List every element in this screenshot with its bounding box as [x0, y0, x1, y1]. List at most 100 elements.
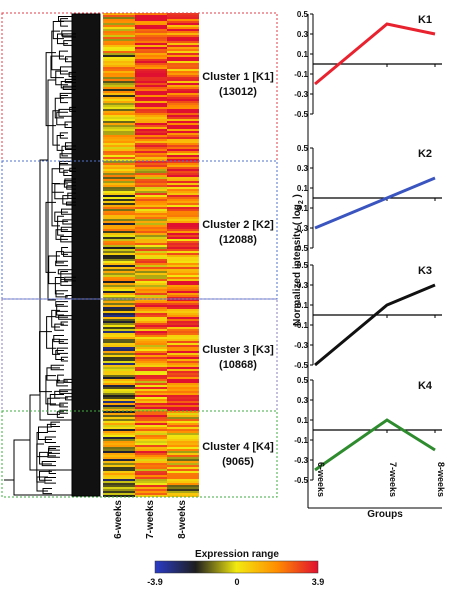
heatmap-cell: [103, 179, 135, 181]
heatmap-cell: [135, 427, 167, 429]
heatmap-cell: [167, 231, 199, 233]
heatmap-cell: [167, 343, 199, 345]
heatmap-cell: [167, 31, 199, 33]
heatmap-cell: [167, 191, 199, 193]
heatmap-cell: [167, 61, 199, 63]
heatmap-cell: [103, 79, 135, 81]
heatmap-cell: [167, 397, 199, 399]
heatmap-cell: [103, 131, 135, 133]
heatmap-cell: [135, 259, 167, 261]
heatmap-cell: [135, 187, 167, 189]
heatmap-cell: [135, 95, 167, 97]
heatmap-cell: [135, 335, 167, 337]
heatmap-cell: [167, 289, 199, 291]
heatmap-cell: [135, 423, 167, 425]
dendrogram-branch: [59, 402, 68, 408]
dendrogram-branch: [66, 201, 76, 206]
heatmap-cell: [167, 165, 199, 167]
heatmap-cell: [135, 49, 167, 51]
heatmap-cell: [135, 191, 167, 193]
heatmap-cell: [103, 149, 135, 151]
y-tick-label: -0.1: [294, 321, 308, 330]
heatmap-cell: [167, 287, 199, 289]
heatmap-cell: [135, 345, 167, 347]
heatmap-cell: [135, 111, 167, 113]
heatmap-cell: [167, 193, 199, 195]
dendrogram-branch: [59, 66, 72, 75]
dendrogram-branch: [56, 380, 68, 387]
heatmap-cell: [135, 65, 167, 67]
heatmap-cell: [103, 229, 135, 231]
heatmap-cell: [103, 199, 135, 201]
heatmap-cell: [167, 211, 199, 213]
heatmap-cell: [135, 407, 167, 409]
dendrogram-branch: [54, 390, 68, 399]
dendrogram-branch: [60, 235, 72, 243]
dendrogram-branch: [55, 70, 68, 86]
heatmap-cell: [135, 315, 167, 317]
heatmap-cell: [135, 351, 167, 353]
x-axis-label: Groups: [367, 509, 403, 520]
heatmap-cell: [135, 417, 167, 419]
heatmap-cell: [135, 171, 167, 173]
heatmap-cell: [103, 387, 135, 389]
heatmap-cell: [103, 209, 135, 211]
heatmap-cell: [167, 315, 199, 317]
dendrogram-branch: [61, 30, 72, 37]
heatmap-cell: [135, 395, 167, 397]
heatmap-cell: [167, 105, 199, 107]
dendrogram-branch: [46, 367, 60, 381]
dendrogram-branch: [62, 219, 72, 225]
heatmap-cell: [135, 285, 167, 287]
heatmap-cell: [167, 409, 199, 411]
heatmap-cell: [135, 29, 167, 31]
heatmap-cell: [167, 281, 199, 283]
heatmap-cell: [135, 415, 167, 417]
series-line-K4: [314, 418, 436, 472]
heatmap-col-label-7-weeks: 7-weeks: [145, 500, 156, 539]
heatmap-cell: [103, 175, 135, 177]
heatmap-cell: [103, 425, 135, 427]
heatmap-cell: [135, 339, 167, 341]
heatmap-cell: [135, 297, 167, 299]
heatmap-cell: [103, 43, 135, 45]
heatmap-cell: [103, 407, 135, 409]
heatmap-cell: [167, 273, 199, 275]
heatmap-cell: [167, 365, 199, 367]
heatmap-cell: [167, 151, 199, 153]
heatmap-cell: [167, 23, 199, 25]
heatmap-cell: [167, 445, 199, 447]
heatmap-cell: [103, 251, 135, 253]
heatmap-cell: [167, 159, 199, 161]
heatmap-cell: [103, 239, 135, 241]
heatmap-cell: [135, 305, 167, 307]
heatmap-cell: [135, 193, 167, 195]
heatmap-cell: [167, 53, 199, 55]
heatmap-cell: [135, 57, 167, 59]
heatmap-cell: [167, 311, 199, 313]
heatmap-cell: [103, 347, 135, 349]
heatmap-cell: [135, 31, 167, 33]
heatmap-cell: [103, 257, 135, 259]
heatmap-cell: [167, 195, 199, 197]
heatmap-cell: [135, 431, 167, 433]
heatmap-cell: [167, 383, 199, 385]
heatmap-cell: [135, 439, 167, 441]
heatmap-cell: [135, 349, 167, 351]
heatmap-cell: [167, 359, 199, 361]
heatmap-cell: [103, 195, 135, 197]
heatmap-cell: [103, 383, 135, 385]
heatmap-cell: [135, 387, 167, 389]
dendrogram-branch: [61, 247, 68, 255]
heatmap-cell: [167, 79, 199, 81]
heatmap-cell: [167, 337, 199, 339]
panel-title-K3: K3: [418, 265, 432, 277]
heatmap-cell: [103, 191, 135, 193]
heatmap-cell: [103, 467, 135, 469]
heatmap-cell: [103, 73, 135, 75]
heatmap-cell: [135, 475, 167, 477]
heatmap-cell: [103, 343, 135, 345]
heatmap-cell: [167, 411, 199, 413]
cluster-3-label: Cluster 3 [K3]: [202, 344, 274, 356]
heatmap-cell: [103, 181, 135, 183]
